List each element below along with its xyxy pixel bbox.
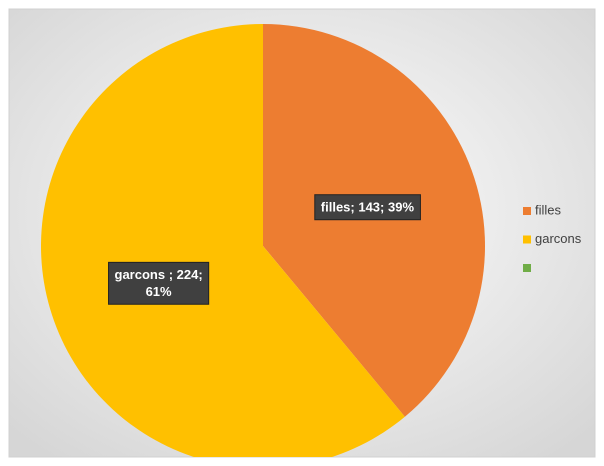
pie-slice — [263, 24, 486, 417]
data-label-line: 61% — [146, 284, 172, 299]
data-label-text: filles; 143; 39% — [321, 200, 415, 215]
data-label-text: garcons ; 224; 61% — [115, 267, 203, 299]
data-label-line: garcons ; 224; — [115, 267, 203, 282]
legend-swatch — [523, 264, 531, 272]
legend-swatch — [523, 207, 531, 215]
data-labels: filles; 143; 39% garcons ; 224; 61% — [108, 194, 421, 305]
legend-label: garcons — [535, 231, 582, 246]
pie — [41, 24, 486, 457]
legend: filles garcons — [523, 202, 582, 272]
data-label: filles; 143; 39% — [314, 194, 421, 221]
legend-swatch — [523, 235, 531, 244]
data-label-box — [314, 194, 421, 221]
legend-label: filles — [535, 202, 562, 217]
data-label: garcons ; 224; 61% — [108, 261, 210, 305]
pie-slice — [41, 24, 405, 457]
data-label-box — [108, 261, 210, 305]
